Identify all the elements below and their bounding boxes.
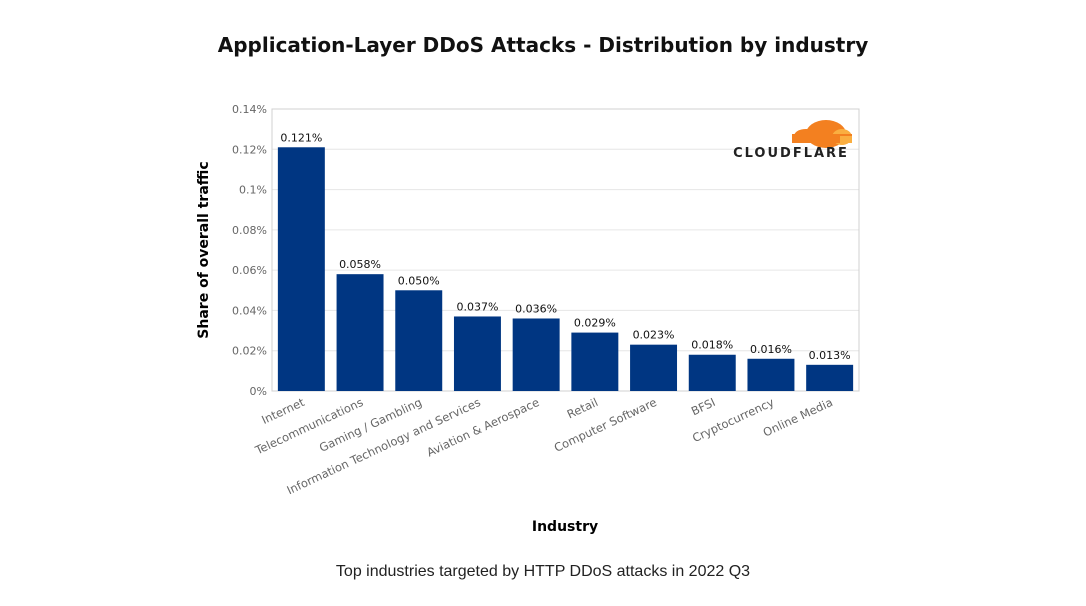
- x-axis-title: Industry: [532, 519, 598, 535]
- y-tick-label: 0.02%: [232, 345, 267, 358]
- y-tick-label: 0.04%: [232, 304, 267, 317]
- y-tick-label: 0.08%: [232, 224, 267, 237]
- cloud-icon: [792, 120, 852, 148]
- bar-value-label: 0.029%: [574, 317, 616, 330]
- figure-caption: Top industries targeted by HTTP DDoS att…: [335, 563, 751, 580]
- y-tick-label: 0.1%: [239, 184, 267, 197]
- bar-value-label: 0.016%: [750, 343, 792, 356]
- bar: [688, 354, 736, 391]
- x-category-label: BFSI: [689, 395, 718, 418]
- y-tick-label: 0.12%: [232, 143, 267, 156]
- data-labels: 0.121% 0.058% 0.050% 0.037% 0.036% 0.029% 0.02…: [280, 131, 850, 362]
- bar-value-label: 0.013%: [809, 349, 851, 362]
- chart-title: Application-Layer DDoS Attacks - Distrib…: [217, 33, 869, 57]
- x-category-label: Telecommunications: [252, 395, 365, 458]
- bar: [630, 344, 678, 391]
- x-category-label: Retail: [565, 395, 600, 421]
- bar: [806, 364, 854, 391]
- y-tick-label: 0%: [250, 385, 267, 398]
- bar: [571, 332, 619, 391]
- x-category-label: Computer Software: [552, 395, 659, 455]
- bar: [512, 318, 560, 391]
- bars: [277, 147, 854, 391]
- cloudflare-logo: CLOUDFLARE: [733, 120, 852, 161]
- logo-text: CLOUDFLARE: [733, 146, 849, 161]
- bar-value-label: 0.023%: [633, 329, 675, 342]
- bar: [277, 147, 325, 391]
- y-axis-ticks: 0% 0.02% 0.04% 0.06% 0.08% 0.1% 0.12% 0.14%: [232, 103, 267, 398]
- bar-value-label: 0.050%: [398, 274, 440, 287]
- y-tick-label: 0.06%: [232, 264, 267, 277]
- bar: [453, 316, 501, 391]
- x-category-label: Aviation & Aerospace: [424, 395, 541, 459]
- plot-frame: [271, 108, 860, 392]
- bar-value-label: 0.037%: [456, 300, 498, 313]
- bar: [336, 274, 384, 391]
- y-tick-label: 0.14%: [232, 103, 267, 116]
- bar: [395, 290, 443, 391]
- bar-value-label: 0.058%: [339, 258, 381, 271]
- bar: [747, 358, 795, 391]
- bar-value-label: 0.036%: [515, 302, 557, 315]
- bar-value-label: 0.018%: [691, 339, 733, 352]
- y-axis-title: Share of overall traffic: [196, 161, 212, 338]
- bar-value-label: 0.121%: [280, 131, 322, 144]
